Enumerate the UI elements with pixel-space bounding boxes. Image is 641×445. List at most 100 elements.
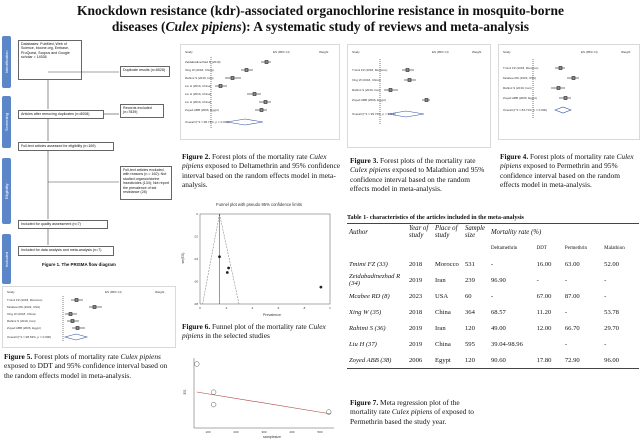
metareg-svg: ES samplesize 100 200 300 400 500: [183, 358, 334, 439]
funnel-x-tick: .6: [277, 306, 280, 310]
funnel-x-tick: .2: [225, 306, 228, 310]
metareg-point: [210, 401, 217, 408]
metareg-ylabel: ES: [183, 389, 187, 394]
svg-text:Rahimi S (2019, Iran): Rahimi S (2019, Iran): [7, 319, 36, 323]
svg-text:Overall (I^2 = 98.63%, p = 0.0: Overall (I^2 = 98.63%, p = 0.000): [7, 335, 51, 339]
svg-text:Xing W (2018, China): Xing W (2018, China): [185, 68, 214, 72]
fig2-caption: Figure 2. Forest plots of the mortality …: [182, 152, 341, 190]
funnel-x-tick: 0: [199, 306, 201, 310]
svg-text:Liu H (2019, China): Liu H (2019, China): [185, 84, 211, 88]
table-row: Mcabee RD (8) 2023 USA 60-67.00 87.00-: [349, 292, 607, 300]
metareg-x-tick: 500: [317, 430, 322, 434]
col-permethrin: Permethrin: [564, 245, 588, 251]
col-place: Place of study: [433, 223, 463, 240]
after-duplicates-box: Articles after removing duplicates (n=80…: [18, 110, 104, 119]
funnel-y-tick: .02: [194, 235, 199, 239]
prisma-diagram: Identification Screening Eligibility Inc…: [2, 36, 174, 296]
col-author: Author: [347, 223, 407, 240]
svg-text:Xing W (2018, China): Xing W (2018, China): [7, 312, 36, 316]
svg-text:ES (95% CI): ES (95% CI): [273, 50, 290, 54]
funnel-point: [319, 285, 323, 289]
svg-text:ES (95% CI): ES (95% CI): [432, 50, 449, 54]
svg-text:Zoyed ABB (2006, Egypt): Zoyed ABB (2006, Egypt): [503, 96, 537, 100]
col-deltamethrin: Deltamethrin: [491, 245, 518, 251]
table-row: Liu H (37) 2019 China 595 39.04-98.96- -: [349, 340, 607, 348]
col-mortality: Mortality rate (%): [489, 223, 639, 240]
svg-text:Overall (I^2 = 98.71%, p = 0.0: Overall (I^2 = 98.71%, p = 0.000): [185, 120, 229, 124]
fig7-metareg-plot: ES samplesize 100 200 300 400 500: [180, 352, 338, 440]
svg-text:Zoyed ABB (2006, Egypt): Zoyed ABB (2006, Egypt): [352, 98, 386, 102]
funnel-plot-area: [199, 213, 331, 305]
databases-box: Databases: PubMed, Web of Science, bioon…: [18, 40, 82, 80]
svg-text:Study: Study: [7, 290, 15, 294]
table1-subheader-row: Deltamethrin DDT Permethrin Malathion: [347, 240, 639, 256]
svg-text:Zoyed ABB (2006, Egypt): Zoyed ABB (2006, Egypt): [185, 108, 219, 112]
col-year: Year of study: [407, 223, 433, 240]
funnel-ci-left: [202, 213, 220, 305]
table1-header-row: Author Year of study Place of study Samp…: [347, 223, 639, 240]
table-row: Rahimi S (36) 2019 Iran 120 49.00 12.00 66.70 2…: [349, 324, 619, 332]
svg-text:Weight: Weight: [319, 50, 328, 54]
fig3-forest-svg: Study ES (95% CI) Weight Tmimi FZ (2018, M…: [352, 50, 481, 125]
poster-title: Knockdown resistance (kdr)-associated or…: [0, 3, 641, 35]
metareg-xlabel: samplesize: [263, 435, 281, 439]
svg-text:Tmimi FZ (2018, Morocco): Tmimi FZ (2018, Morocco): [352, 68, 387, 72]
svg-text:Mcabee RD (2023, USA): Mcabee RD (2023, USA): [503, 76, 536, 80]
duplicates-box: Duplicate results (n=6528): [120, 66, 170, 77]
funnel-x-tick: 1: [329, 306, 331, 310]
funnel-title: Funnel plot with pseudo 95% confidence l…: [216, 202, 302, 207]
svg-text:ES (95% CI): ES (95% CI): [581, 50, 598, 54]
fig2-forest-plot: Study ES (95% CI) Weight Zeidabadinezhad R…: [180, 44, 340, 140]
table-row: Zeidabadinezhad R (34) 2019 Iran 239 96.90- -…: [349, 273, 607, 287]
svg-text:Tmimi FZ (2018, Morocco): Tmimi FZ (2018, Morocco): [7, 298, 42, 302]
svg-text:ES (95% CI): ES (95% CI): [105, 290, 122, 294]
metareg-point: [210, 389, 217, 395]
svg-text:Liu H (2019, China): Liu H (2019, China): [185, 92, 211, 96]
fig5-forest-plot: Study ES (95% CI) Weight Tmimi FZ (2018, M…: [2, 286, 176, 348]
metareg-point: [326, 409, 332, 415]
svg-text:Liu H (2019, China): Liu H (2019, China): [185, 100, 211, 104]
table-row: Xing W (35) 2018 China 364 68.57 11.20-53.78: [349, 308, 619, 316]
metareg-x-tick: 400: [289, 430, 294, 434]
fulltext-excluded-box: Full-text articles excluded, with reason…: [120, 166, 172, 200]
svg-text:Zeidabadinezhad R (2019): Zeidabadinezhad R (2019): [185, 60, 221, 64]
metareg-x-tick: 300: [261, 430, 266, 434]
quality-box: Included for quality assessment (n=7): [18, 220, 108, 229]
svg-text:Rahimi S (2019, Iran): Rahimi S (2019, Iran): [185, 76, 214, 80]
metareg-x-tick: 100: [205, 430, 210, 434]
fulltext-box: Full-text articles assessed for eligibil…: [18, 142, 114, 151]
title-line-1: Knockdown resistance (kdr)-associated or…: [77, 3, 564, 18]
fig7-caption: Figure 7. Meta regression plot of the mo…: [350, 398, 474, 426]
metareg-fit-line: [196, 391, 332, 415]
table1: Author Year of study Place of study Samp…: [347, 223, 639, 369]
fig1-caption: Figure 1. The PRISMA flow diagram: [42, 262, 116, 267]
prisma-arrows: [47, 71, 119, 245]
table1-title: Table 1- characteristics of the articles…: [347, 214, 524, 221]
svg-text:Weight: Weight: [155, 290, 164, 294]
records-excluded-box: Records excluded (n=7839): [120, 104, 164, 118]
funnel-y-tick: .06: [194, 280, 199, 284]
funnel-point: [227, 266, 230, 270]
svg-text:Overall (I^2 = 84.71%, p = 0.0: Overall (I^2 = 84.71%, p = 0.000): [503, 108, 547, 112]
meta-box: Included for data analysis and meta-anal…: [18, 246, 114, 256]
metareg-x-tick: 200: [233, 430, 238, 434]
svg-text:Study: Study: [503, 50, 511, 54]
funnel-point: [225, 271, 229, 274]
col-sample: Sample size: [463, 223, 489, 240]
funnel-y-tick: 0: [196, 212, 198, 216]
col-malathion: Malathion: [604, 245, 625, 251]
svg-text:Study: Study: [185, 50, 193, 54]
funnel-y-tick: .08: [194, 302, 199, 306]
fig4-caption: Figure 4. Forest plots of mortality rate…: [500, 152, 634, 190]
fig5-forest-svg: Study ES (95% CI) Weight Tmimi FZ (2018, M…: [7, 290, 164, 342]
funnel-point: [218, 255, 221, 259]
funnel-y-tick: .04: [194, 257, 199, 261]
fig3-caption: Figure 3. Forest plots of the mortality …: [350, 156, 485, 194]
svg-text:Rahimi S (2019, Iran): Rahimi S (2019, Iran): [503, 86, 532, 90]
funnel-ci-right: [219, 213, 240, 305]
funnel-ylabel: se(ES): [181, 253, 185, 264]
fig6-caption: Figure 6. Funnel plot of the mortality r…: [182, 322, 326, 341]
svg-text:Study: Study: [352, 50, 360, 54]
svg-text:Xing W (2018, China): Xing W (2018, China): [352, 78, 381, 82]
fig4-forest-plot: Study ES (95% CI) Weight Tmimi FZ (2018, M…: [498, 44, 640, 140]
